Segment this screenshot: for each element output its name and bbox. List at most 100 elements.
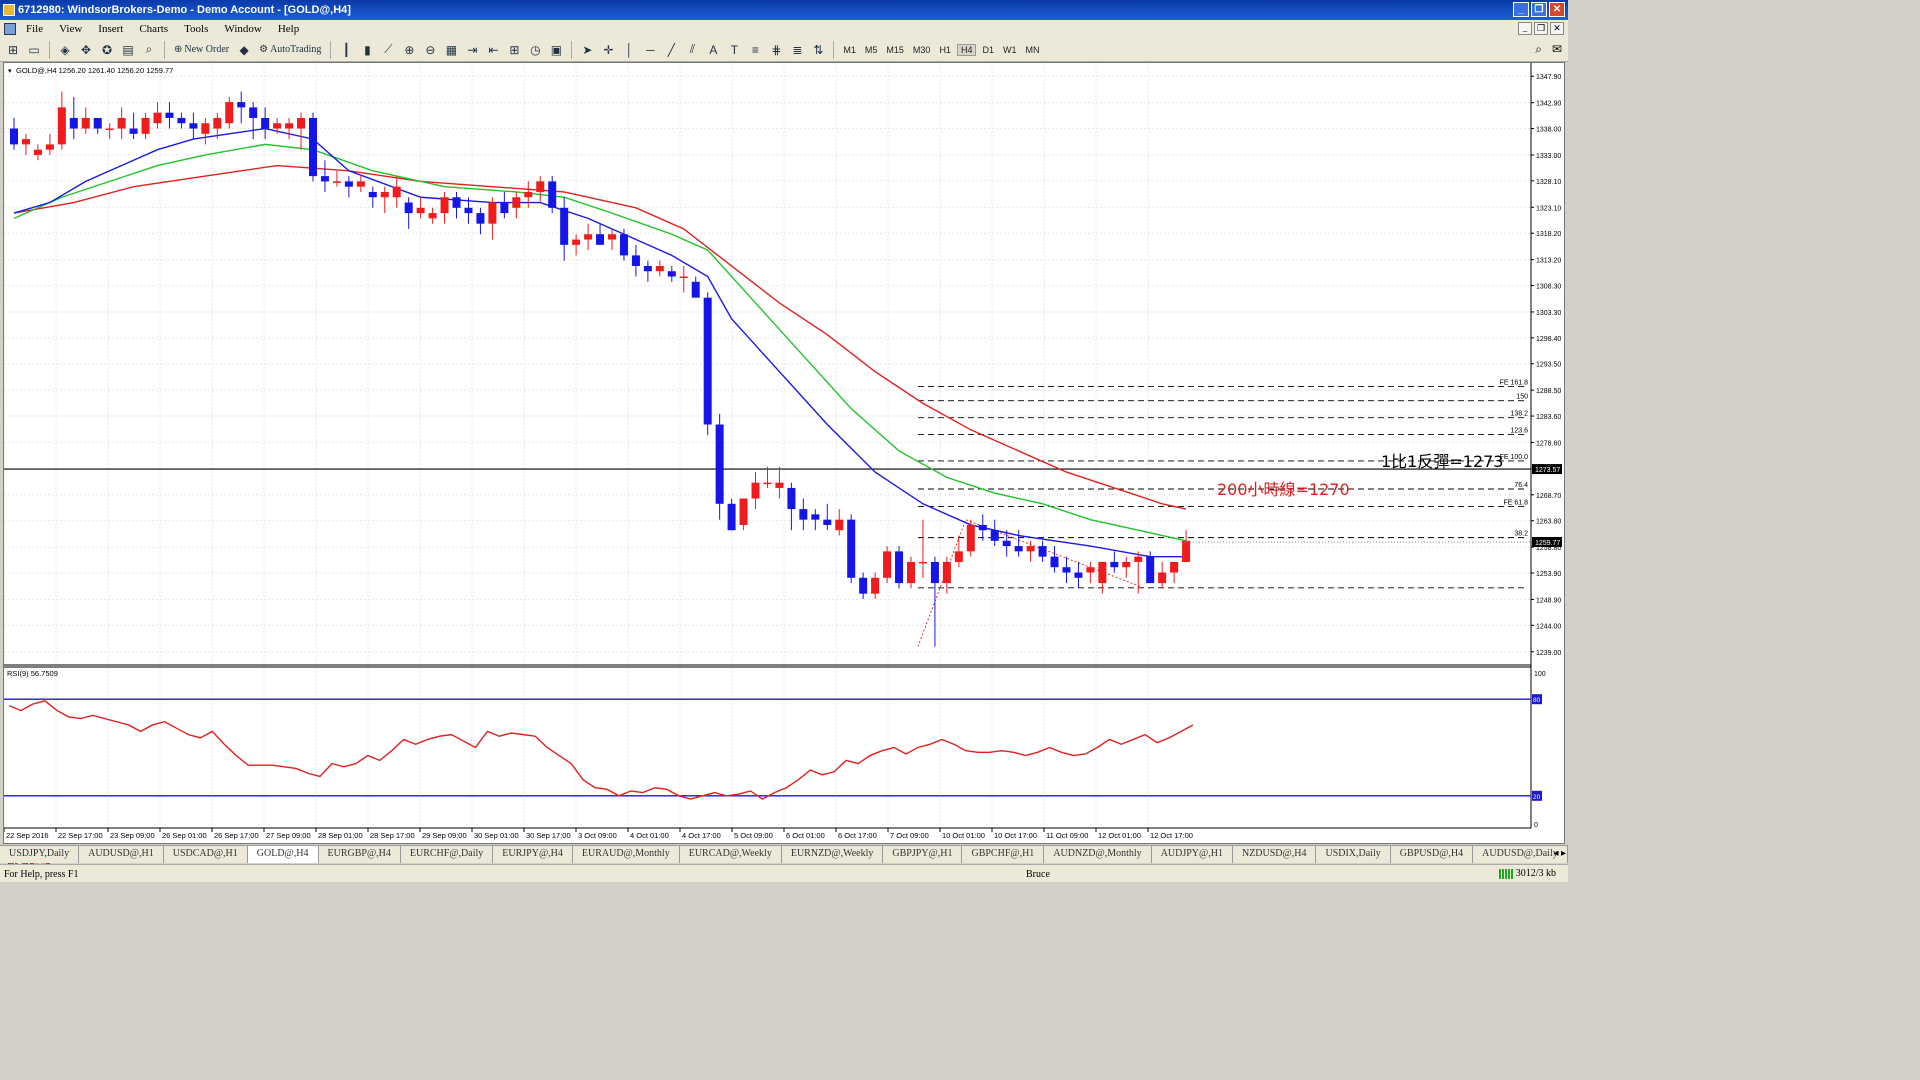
fibo-level-label: 150	[1516, 394, 1528, 401]
candle-body	[177, 117, 186, 124]
timeframe-d1[interactable]: D1	[982, 44, 994, 55]
price-axis-label: 1333.00	[1536, 153, 1561, 160]
chart-shift-icon[interactable]: ⇤	[488, 42, 499, 57]
chart-tab[interactable]: USDJPY,Daily	[0, 846, 80, 863]
fibo-level-label: FE 100.0	[1500, 454, 1529, 461]
chart-tab[interactable]: GBPJPY@,H1	[883, 846, 963, 863]
new-chart-icon[interactable]: ⊞	[7, 42, 19, 57]
autoscroll-icon[interactable]: ⇥	[467, 42, 478, 57]
search-icon[interactable]: ⌕	[1535, 42, 1542, 56]
tile-windows-icon[interactable]: ▦	[445, 42, 458, 57]
chart-tab[interactable]: AUDJPY@,H1	[1152, 846, 1233, 863]
candle-body	[715, 424, 724, 504]
fibo-icon[interactable]: ≡	[751, 42, 759, 57]
metaeditor-icon[interactable]: ◆	[239, 42, 249, 57]
minimize-button[interactable]: _	[1513, 2, 1529, 17]
chart-header: GOLD@,H4 1256.20 1261.40 1256.20 1259.77	[16, 66, 173, 75]
menu-file[interactable]: File	[26, 23, 44, 35]
menu-charts[interactable]: Charts	[139, 23, 169, 35]
chart-tab[interactable]: AUDUSD@,H1	[79, 846, 164, 863]
menu-insert[interactable]: Insert	[98, 23, 124, 35]
navigator-icon[interactable]: ✪	[101, 42, 113, 57]
chart-tab[interactable]: EURJPY@,H4	[493, 846, 573, 863]
menu-help[interactable]: Help	[277, 23, 300, 35]
restore-button[interactable]: ❐	[1531, 2, 1547, 17]
chart-tab[interactable]: GOLD@,H4	[247, 846, 319, 863]
candle-body	[380, 191, 389, 198]
timeframe-h1[interactable]: H1	[939, 44, 951, 55]
timeframe-w1[interactable]: W1	[1002, 44, 1017, 55]
templates-icon[interactable]: ▣	[550, 42, 563, 57]
timeframe-m5[interactable]: M5	[864, 44, 878, 55]
profiles-icon[interactable]: ▭	[28, 42, 40, 57]
fibo-fan-icon[interactable]: ⋕	[771, 42, 782, 57]
fibo-expansion-icon[interactable]: ≣	[792, 42, 803, 57]
chart-tab[interactable]: EURAUD@,Monthly	[573, 846, 680, 863]
autotrading-button[interactable]: ⚙ AutoTrading	[259, 44, 322, 55]
horizontal-line-icon[interactable]: ─	[646, 42, 655, 57]
candle-body	[1014, 546, 1023, 552]
chart-tab[interactable]: EURNZD@,Weekly	[782, 846, 884, 863]
timeframe-m30[interactable]: M30	[912, 44, 931, 55]
timeframe-m1[interactable]: M1	[843, 44, 856, 55]
candle-body	[392, 186, 401, 198]
bar-chart-icon[interactable]: ┃	[342, 42, 350, 57]
terminal-icon[interactable]: ▤	[122, 42, 134, 57]
timeframe-mn[interactable]: MN	[1025, 44, 1040, 55]
candle-body	[619, 234, 628, 256]
candlestick-icon[interactable]: ▮	[364, 42, 371, 57]
chart-tab[interactable]: AUDUSD@,Daily	[1473, 846, 1568, 863]
crosshair-icon[interactable]: ✛	[603, 42, 614, 57]
document-icon	[4, 23, 16, 35]
price-chart[interactable]: FE 161.8 150 138.2 123.6 FE 100.0 76.4 FE 61.8…	[4, 63, 1564, 843]
periods-icon[interactable]: ◷	[530, 42, 541, 57]
candle-body	[261, 117, 270, 129]
chart-tab[interactable]: USDCAD@,H1	[164, 846, 248, 863]
mdi-minimize-button[interactable]: _	[1518, 22, 1532, 35]
data-window-icon[interactable]: ✥	[80, 42, 92, 57]
new-order-icon: ⊕	[174, 44, 183, 55]
chart-tab[interactable]: NZDUSD@,H4	[1233, 846, 1317, 863]
candle-body	[631, 255, 640, 266]
channel-icon[interactable]: ⫽	[689, 42, 696, 56]
indicators-icon[interactable]: ⊞	[509, 42, 520, 57]
market-watch-icon[interactable]: ◈	[60, 42, 70, 57]
chart-tab[interactable]: EURGBP@,H4	[319, 846, 401, 863]
zoom-out-icon[interactable]: ⊖	[425, 42, 436, 57]
chart-tab[interactable]: AUDNZD@,Monthly	[1044, 846, 1152, 863]
menu-view[interactable]: View	[59, 23, 83, 35]
price-axis-label: 1298.40	[1536, 336, 1561, 343]
chart-tab[interactable]: GBPUSD@,H4	[1391, 846, 1474, 863]
close-button[interactable]: ✕	[1549, 2, 1565, 17]
text-label-icon[interactable]: T	[730, 42, 739, 57]
time-axis-label: 10 Oct 01:00	[942, 831, 985, 840]
strategy-tester-icon[interactable]: ⌕	[145, 42, 153, 56]
chart-tab[interactable]: USDIX,Daily	[1316, 846, 1391, 863]
chart-tab[interactable]: EURCAD@,Weekly	[680, 846, 782, 863]
time-axis-label: 28 Sep 17:00	[370, 831, 415, 840]
text-icon[interactable]: A	[709, 42, 718, 57]
zoom-in-icon[interactable]: ⊕	[404, 42, 415, 57]
window-title: 6712980: WindsorBrokers-Demo - Demo Acco…	[18, 4, 351, 16]
arrows-icon[interactable]: ⇅	[813, 42, 824, 57]
vertical-line-icon[interactable]: │	[625, 42, 634, 57]
chat-icon[interactable]: ✉	[1551, 42, 1562, 56]
menu-tools[interactable]: Tools	[184, 23, 209, 35]
candle-body	[117, 117, 126, 129]
chart-header-icon: ▾	[8, 68, 12, 75]
tab-scroll-icon[interactable]: ◂ ▸	[1553, 848, 1566, 859]
menu-window[interactable]: Window	[224, 23, 262, 35]
trendline-icon[interactable]: ╱	[667, 42, 675, 57]
mdi-restore-button[interactable]: ❐	[1534, 22, 1548, 35]
timeframe-m15[interactable]: M15	[886, 44, 904, 55]
cursor-icon[interactable]: ➤	[582, 42, 593, 57]
mdi-close-button[interactable]: ✕	[1550, 22, 1564, 35]
chart-tab[interactable]: GBPCHF@,H1	[962, 846, 1045, 863]
chart-tab[interactable]: EURCHF@,Daily	[401, 846, 494, 863]
time-axis-label: 23 Sep 09:00	[110, 831, 155, 840]
price-axis-label: 1338.00	[1536, 127, 1561, 134]
line-chart-icon[interactable]: ⟋	[384, 42, 393, 56]
new-order-button[interactable]: ⊕ New Order	[174, 44, 230, 55]
timeframe-h4[interactable]: H4	[956, 43, 977, 56]
chart-window[interactable]: FE 161.8 150 138.2 123.6 FE 100.0 76.4 FE 61.8…	[3, 62, 1565, 844]
